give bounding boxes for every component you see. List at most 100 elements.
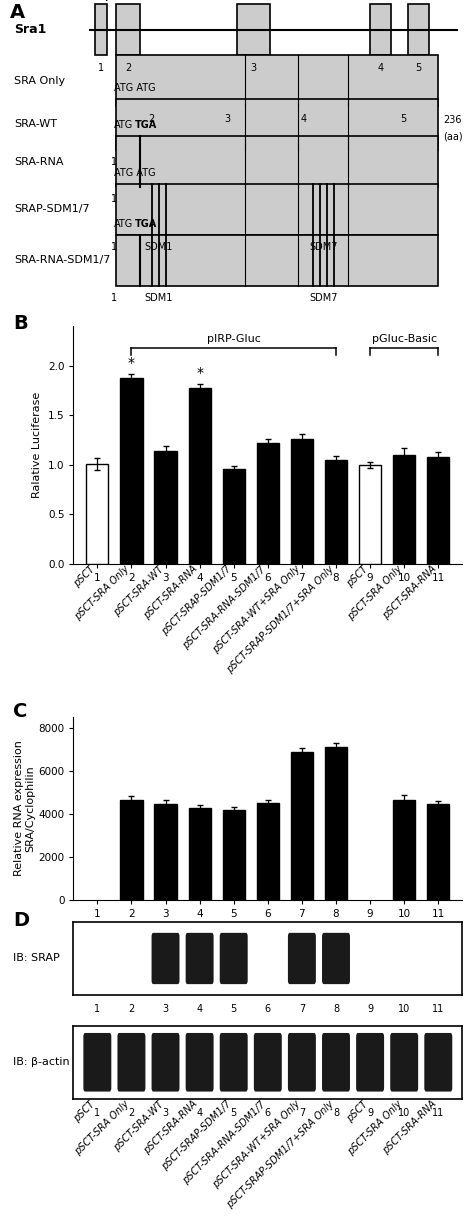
Y-axis label: Ralative Luciferase: Ralative Luciferase bbox=[32, 392, 42, 498]
Text: 5: 5 bbox=[400, 114, 406, 123]
Text: C: C bbox=[13, 702, 27, 722]
FancyBboxPatch shape bbox=[254, 1033, 282, 1092]
Bar bbox=[223, 811, 245, 900]
Bar bbox=[86, 464, 109, 564]
Bar bbox=[393, 455, 415, 564]
Text: ATG: ATG bbox=[114, 120, 133, 131]
FancyBboxPatch shape bbox=[118, 1033, 146, 1092]
Bar bbox=[427, 803, 449, 900]
FancyBboxPatch shape bbox=[356, 1033, 384, 1092]
Bar bbox=[427, 457, 449, 564]
Text: TGA: TGA bbox=[135, 219, 157, 228]
Text: pSCT: pSCT bbox=[345, 1099, 370, 1123]
Text: 9: 9 bbox=[367, 1107, 373, 1117]
FancyBboxPatch shape bbox=[116, 99, 438, 149]
Text: pSCT-SRAP-SDM1/7: pSCT-SRAP-SDM1/7 bbox=[160, 1099, 234, 1172]
FancyBboxPatch shape bbox=[152, 1033, 180, 1092]
Text: pSCT-SRA-RNA: pSCT-SRA-RNA bbox=[142, 564, 200, 621]
FancyBboxPatch shape bbox=[408, 5, 429, 55]
FancyBboxPatch shape bbox=[116, 55, 438, 106]
Text: 10: 10 bbox=[398, 1004, 410, 1013]
Text: pIRP-Gluc: pIRP-Gluc bbox=[207, 333, 261, 344]
Y-axis label: Relative RNA expression
SRA/Cyclophilin: Relative RNA expression SRA/Cyclophilin bbox=[14, 740, 36, 877]
Bar bbox=[155, 803, 177, 900]
Text: 1: 1 bbox=[111, 293, 117, 303]
FancyBboxPatch shape bbox=[220, 933, 248, 984]
Text: IB: SRAP: IB: SRAP bbox=[13, 954, 60, 963]
Text: pSCT-SRA-RNA: pSCT-SRA-RNA bbox=[142, 1099, 200, 1156]
Text: 5: 5 bbox=[415, 62, 421, 73]
Bar bbox=[325, 747, 347, 900]
Text: 1: 1 bbox=[94, 1107, 100, 1117]
Text: ATG: ATG bbox=[114, 219, 133, 228]
Text: SDM7: SDM7 bbox=[309, 242, 338, 253]
FancyBboxPatch shape bbox=[116, 184, 438, 234]
Text: 4: 4 bbox=[197, 1107, 203, 1117]
Text: SRA-RNA-SDM1/7: SRA-RNA-SDM1/7 bbox=[14, 255, 110, 265]
FancyBboxPatch shape bbox=[390, 1033, 418, 1092]
Text: SRA-WT: SRA-WT bbox=[14, 120, 57, 129]
FancyBboxPatch shape bbox=[152, 933, 180, 984]
FancyBboxPatch shape bbox=[424, 1033, 452, 1092]
Text: pSCT-SRA-WT: pSCT-SRA-WT bbox=[112, 1099, 165, 1153]
Text: 11: 11 bbox=[432, 1107, 445, 1117]
Text: SDM1: SDM1 bbox=[145, 242, 173, 253]
Text: pSCT-SRA-RNA: pSCT-SRA-RNA bbox=[381, 1099, 438, 1156]
Text: 3: 3 bbox=[163, 1004, 169, 1013]
FancyBboxPatch shape bbox=[237, 5, 270, 55]
Text: A: A bbox=[9, 2, 25, 22]
Text: pSCT-SRA-RNA-SDM1/7: pSCT-SRA-RNA-SDM1/7 bbox=[181, 564, 268, 651]
Text: pSCT: pSCT bbox=[73, 1099, 97, 1123]
Text: 3: 3 bbox=[225, 114, 230, 123]
Bar bbox=[155, 451, 177, 564]
Bar bbox=[120, 377, 143, 564]
Text: ATG ATG: ATG ATG bbox=[114, 83, 155, 93]
FancyBboxPatch shape bbox=[186, 933, 214, 984]
FancyBboxPatch shape bbox=[322, 1033, 350, 1092]
Text: 4: 4 bbox=[301, 114, 306, 123]
Text: 1: 1 bbox=[111, 194, 117, 204]
Text: pSCT-SRA-RNA: pSCT-SRA-RNA bbox=[381, 564, 438, 621]
Text: pSCT-SRA Only: pSCT-SRA Only bbox=[73, 564, 131, 623]
Bar bbox=[257, 443, 279, 564]
Text: 8: 8 bbox=[333, 1107, 339, 1117]
Text: pSCT-SRA-WT: pSCT-SRA-WT bbox=[112, 564, 165, 618]
Bar bbox=[359, 465, 381, 564]
Bar bbox=[393, 800, 415, 900]
Bar bbox=[291, 440, 313, 564]
Text: 2: 2 bbox=[128, 1004, 135, 1013]
Bar bbox=[223, 469, 245, 564]
FancyBboxPatch shape bbox=[220, 1033, 248, 1092]
Text: 6: 6 bbox=[265, 1107, 271, 1117]
Text: 6: 6 bbox=[265, 1004, 271, 1013]
Bar bbox=[189, 387, 211, 564]
FancyBboxPatch shape bbox=[288, 933, 316, 984]
Text: 8: 8 bbox=[333, 1004, 339, 1013]
Text: 2: 2 bbox=[128, 1107, 135, 1117]
Text: pSCT: pSCT bbox=[345, 564, 370, 589]
FancyBboxPatch shape bbox=[186, 1033, 214, 1092]
FancyBboxPatch shape bbox=[95, 5, 107, 55]
Text: pSCT-SRAP-SDM1/7+SRA Only: pSCT-SRAP-SDM1/7+SRA Only bbox=[225, 564, 336, 675]
Bar bbox=[257, 803, 279, 900]
Text: pSCT-SRA Only: pSCT-SRA Only bbox=[346, 564, 404, 623]
Text: SDM7: SDM7 bbox=[309, 293, 338, 303]
Text: (aa): (aa) bbox=[443, 131, 463, 142]
Text: 1: 1 bbox=[111, 158, 117, 167]
Text: *: * bbox=[196, 365, 203, 380]
FancyBboxPatch shape bbox=[370, 5, 391, 55]
Text: 7: 7 bbox=[299, 1107, 305, 1117]
FancyBboxPatch shape bbox=[83, 1033, 111, 1092]
Text: SRA Only: SRA Only bbox=[14, 76, 65, 85]
Text: pSCT-SRA-WT+SRA Only: pSCT-SRA-WT+SRA Only bbox=[210, 564, 302, 656]
Text: 236: 236 bbox=[443, 115, 462, 125]
Text: 3: 3 bbox=[163, 1107, 169, 1117]
Bar bbox=[120, 800, 143, 900]
Bar bbox=[291, 752, 313, 900]
Text: 5: 5 bbox=[230, 1004, 237, 1013]
Text: 11: 11 bbox=[432, 1004, 445, 1013]
Text: ATG ATG: ATG ATG bbox=[114, 168, 155, 178]
Text: pSCT-SRA Only: pSCT-SRA Only bbox=[346, 1099, 404, 1158]
Text: SDM1: SDM1 bbox=[145, 293, 173, 303]
FancyBboxPatch shape bbox=[116, 136, 438, 187]
